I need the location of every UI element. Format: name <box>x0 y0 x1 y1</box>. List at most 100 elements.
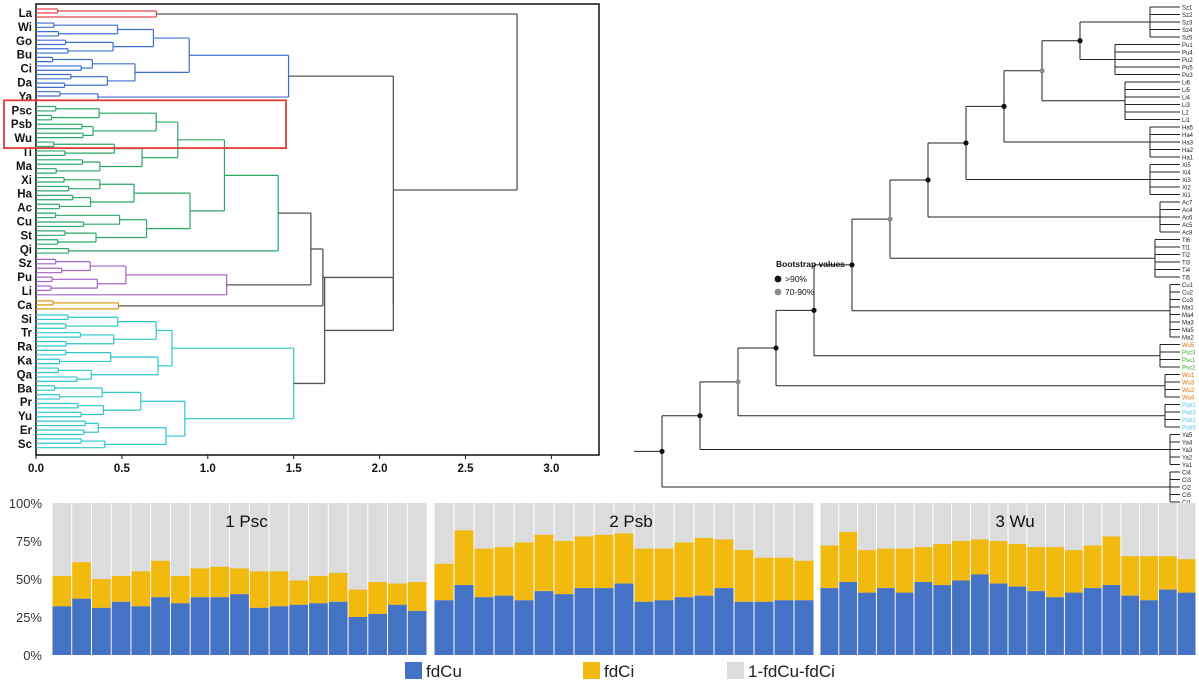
bar-fdCi <box>554 541 574 595</box>
bar-fdCu <box>839 582 858 655</box>
bar-fdCu <box>1177 592 1196 655</box>
bar-fdCu <box>952 580 970 655</box>
x-tick-label: 0.0 <box>28 463 44 475</box>
bar-fdCu <box>434 600 454 655</box>
tip-label-Pu2: Pu2 <box>1182 58 1193 64</box>
bar-fdCu <box>230 594 249 655</box>
leaf-label-Cu: Cu <box>17 217 32 229</box>
bar-fdCu <box>210 597 230 655</box>
bar-fdCu <box>1046 597 1064 655</box>
bar-fdCu <box>1064 592 1083 655</box>
bar-fdCi <box>328 572 348 602</box>
bootstrap-node <box>963 140 969 146</box>
bar-fdCi <box>210 566 230 598</box>
tip-label-Sz2: Sz2 <box>1182 13 1193 19</box>
leaf-label-Er: Er <box>20 425 33 437</box>
bootstrap-legend-title: Bootstrap values <box>776 259 845 269</box>
bar-fdCi <box>952 541 970 581</box>
tip-label-Ma5: Ma5 <box>1182 328 1194 334</box>
bootstrap-node <box>735 379 741 385</box>
legend-label-fdCu: fdCu <box>426 662 462 681</box>
tip-label-Ya3: Ya3 <box>1182 448 1193 454</box>
bar-fdCu <box>876 588 895 655</box>
bar-fdCi <box>754 557 774 602</box>
bar-fdCi <box>654 548 674 601</box>
leaf-label-Wi: Wi <box>18 22 32 34</box>
bar-fdCi <box>774 557 794 601</box>
x-tick-label: 2.0 <box>372 463 388 475</box>
bar-fdCi <box>534 534 554 592</box>
tip-label-Cu3: Cu3 <box>1182 298 1194 304</box>
bootstrap-node <box>811 307 817 313</box>
bootstrap-node <box>697 413 703 419</box>
bar-fdCu <box>1158 589 1177 655</box>
tip-label-Ya2: Ya2 <box>1182 456 1193 462</box>
tip-label-Sz3: Sz3 <box>1182 21 1193 27</box>
tip-label-Wu5: Wu5 <box>1182 343 1195 349</box>
leaf-label-Ac: Ac <box>17 203 32 215</box>
leaf-label-Ci: Ci <box>21 64 33 76</box>
tip-label-Ac5: Ac5 <box>1182 223 1193 229</box>
bootstrap-node <box>849 262 855 268</box>
bootstrap-legend-label: 70-90% <box>785 287 815 297</box>
bar-fdCi <box>574 536 594 589</box>
tip-label-Li6: Li6 <box>1182 81 1191 87</box>
leaf-label-Bu: Bu <box>17 50 32 62</box>
bootstrap-legend-label: >90% <box>785 274 807 284</box>
bar-fdCi <box>1046 547 1064 598</box>
tip-label-Ma4: Ma4 <box>1182 313 1194 319</box>
bootstrap-legend-swatch <box>774 288 782 296</box>
tip-label-Ma2: Ma2 <box>1182 336 1194 342</box>
bar-fdCi <box>269 571 289 607</box>
highlight-box <box>3 99 287 150</box>
tip-label-Wu1: Wu1 <box>1182 373 1195 379</box>
y-tick-label: 75% <box>16 534 42 549</box>
tip-label-Wu3: Wu3 <box>1182 381 1195 387</box>
leaf-label-Ra: Ra <box>17 342 32 354</box>
tip-label-Psc3: Psc3 <box>1182 351 1196 357</box>
tip-label-Wu4: Wu4 <box>1182 396 1195 402</box>
bar-fdCu <box>1121 595 1140 655</box>
bar-fdCu <box>368 613 388 655</box>
bar-fdCi <box>876 548 895 589</box>
bar-fdCu <box>131 606 151 655</box>
leaf-label-Wu: Wu <box>14 133 32 145</box>
bar-fdCi <box>933 544 952 586</box>
bar-fdCi <box>734 550 754 602</box>
x-tick-label: 0.5 <box>114 463 131 475</box>
plot-frame <box>35 3 600 456</box>
bar-fdCi <box>309 575 328 604</box>
bar-fdCu <box>269 606 289 655</box>
bar-fdCi <box>230 568 249 595</box>
y-tick-label: 0% <box>23 648 42 663</box>
leaf-label-Xi: Xi <box>21 175 32 187</box>
tip-label-Ya1: Ya1 <box>1182 463 1193 469</box>
tip-label-Ac6: Ac6 <box>1182 216 1193 222</box>
bar-fdCi <box>407 582 427 611</box>
bar-fdCu <box>52 606 72 655</box>
tip-label-Ha3: Ha3 <box>1182 141 1194 147</box>
bootstrap-node <box>773 345 779 351</box>
leaf-label-Qa: Qa <box>17 369 33 381</box>
bar-fdCi <box>170 575 190 604</box>
tip-label-Xi3: Xi3 <box>1182 178 1191 184</box>
bar-fdCi <box>249 571 269 608</box>
bar-fdCi <box>714 539 734 589</box>
tip-label-Psb3: Psb3 <box>1182 411 1196 417</box>
tip-label-Psb1: Psb1 <box>1182 403 1196 409</box>
bar-fdCi <box>1083 545 1102 589</box>
bar-fdCi <box>614 533 634 584</box>
tip-label-Ha2: Ha2 <box>1182 148 1194 154</box>
bootstrap-node <box>659 448 665 454</box>
panel-title-3: 3 Wu <box>995 512 1034 531</box>
bar-fdCi <box>494 547 514 596</box>
leaf-label-Da: Da <box>17 78 32 90</box>
leaf-label-Go: Go <box>16 36 32 48</box>
tip-label-Psb2: Psb2 <box>1182 418 1196 424</box>
leaf-label-Tr: Tr <box>21 328 32 340</box>
y-tick-label: 25% <box>16 610 42 625</box>
tip-label-Pu1: Pu1 <box>1182 43 1193 49</box>
tip-label-Ti1: Ti1 <box>1182 246 1191 252</box>
bar-fdCu <box>534 591 554 655</box>
bar-fdCi <box>1121 556 1140 596</box>
